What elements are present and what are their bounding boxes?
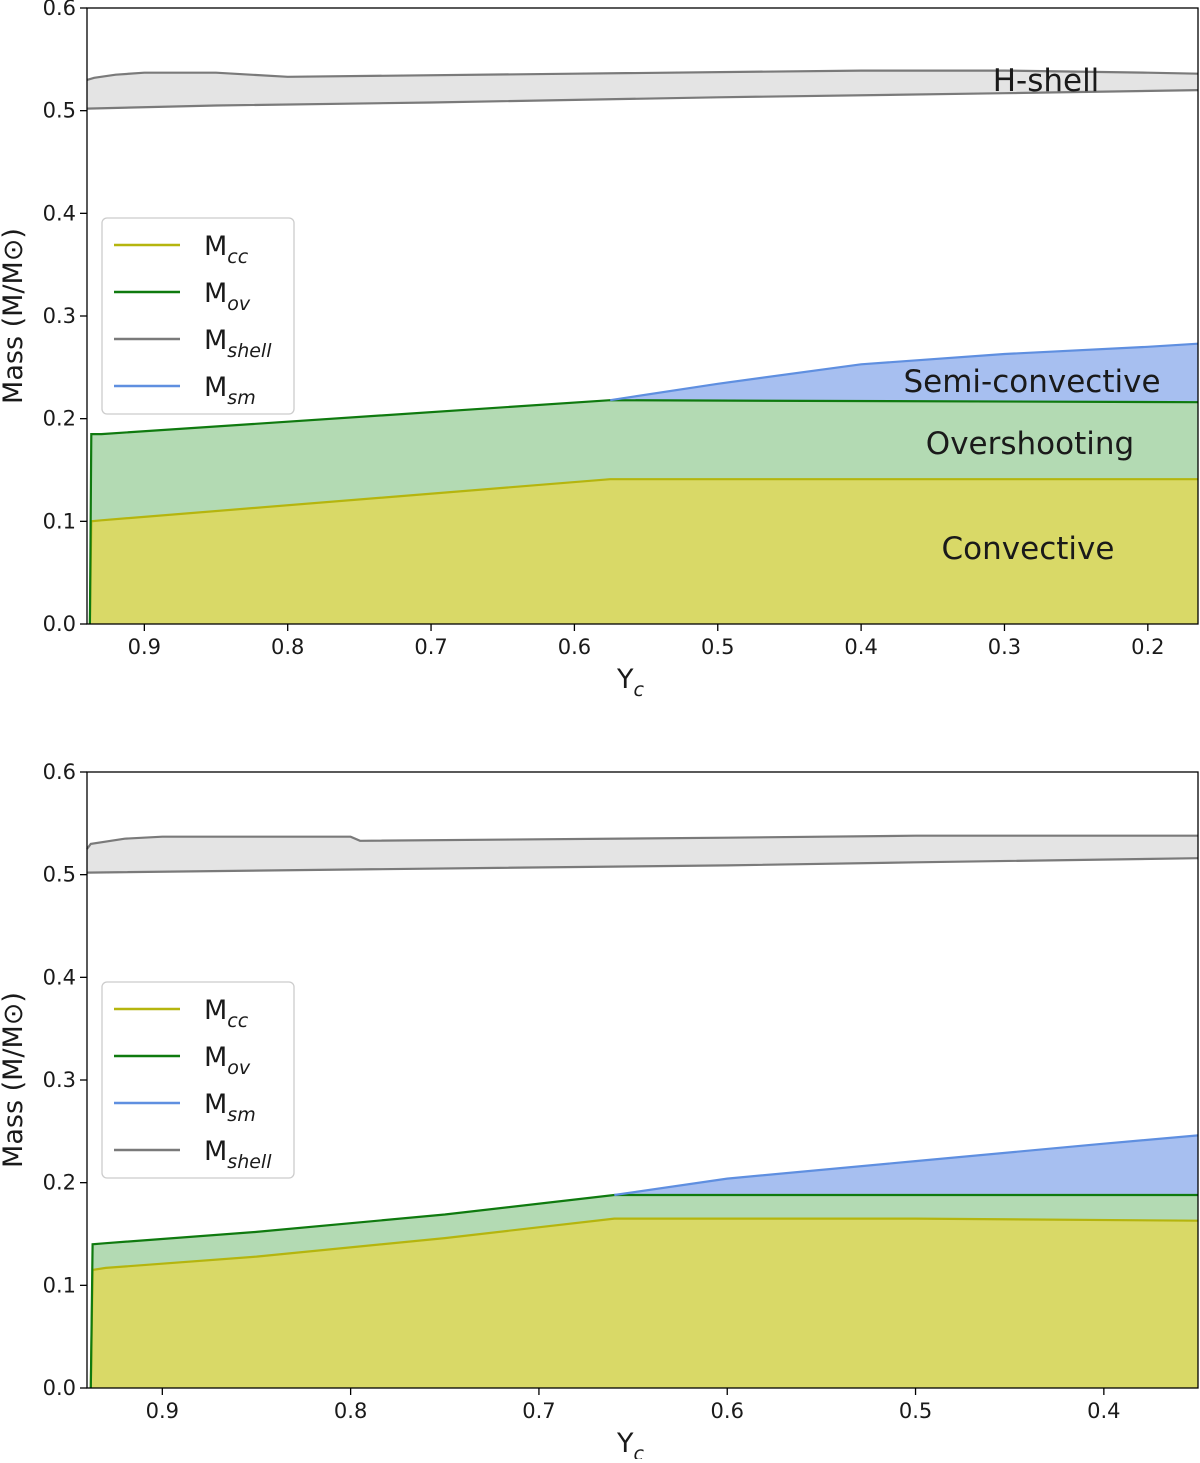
y-tick-label: 0.3: [43, 304, 76, 328]
x-tick-label: 0.5: [899, 1399, 932, 1423]
y-tick-label: 0.5: [43, 863, 76, 887]
x-tick-label: 0.7: [414, 635, 447, 659]
y-tick-label: 0.4: [43, 965, 76, 989]
x-tick-label: 0.8: [334, 1399, 367, 1423]
y-tick-label: 0.2: [43, 407, 76, 431]
legend-label-cc: Mcc: [204, 995, 249, 1032]
chart-panel-1: 0.9 0.8 0.7 0.6 0.5 0.4 0.3 0.2 0.0 0.1 0.2 0.3 0.4 0…: [0, 0, 1199, 701]
series-line-shell: [86, 69, 1199, 81]
y-tick-label: 0.4: [43, 201, 76, 225]
y-tick-label: 0.2: [43, 1171, 76, 1195]
fill-shell_top: [87, 835, 1198, 873]
y-axis-title: Mass (M/M⊙): [0, 228, 29, 404]
y-tick-label: 0.0: [43, 612, 76, 636]
y-tick-label: 0.6: [43, 0, 76, 20]
legend: Mcc Mov Mshell Msm: [101, 217, 295, 415]
fill-semi-convective: [610, 343, 1198, 403]
fill-h-shell: [87, 70, 1198, 109]
y-tick-label: 0.5: [43, 99, 76, 123]
legend-frame: [101, 981, 295, 1179]
x-tick-label: 0.9: [146, 1399, 179, 1423]
y-tick-label: 0.3: [43, 1068, 76, 1092]
fill-cc: [90, 1218, 1198, 1388]
fill-sm: [614, 1135, 1198, 1195]
legend-frame: [101, 217, 295, 415]
x-tick-label: 0.4: [844, 635, 877, 659]
x-tick-label: 0.5: [701, 635, 734, 659]
x-tick-label: 0.7: [522, 1399, 555, 1423]
region-label-convective: Convective: [942, 531, 1115, 567]
x-tick-label: 0.2: [1131, 635, 1164, 659]
series-line-cc: [89, 1217, 1199, 1389]
legend-label-shell: Mshell: [204, 1136, 272, 1173]
legend-label-sm: Msm: [204, 1089, 256, 1126]
chart-panel-2: 0.9 0.8 0.7 0.6 0.5 0.4 0.0 0.1 0.2 0.3 0.4 0.5 0.6 Y…: [0, 760, 1199, 1463]
x-tick-label: 0.6: [558, 635, 591, 659]
legend-label-shell: Mshell: [204, 325, 272, 362]
series-line-ov: [89, 1193, 1198, 1389]
series-line-shell: [86, 834, 1198, 850]
y-tick-label: 0.1: [43, 1273, 76, 1297]
legend-label-ov: Mov: [204, 278, 251, 315]
x-tick-label: 0.6: [711, 1399, 744, 1423]
series-line-sm: [610, 342, 1199, 402]
region-label-h-shell: H-shell: [993, 63, 1100, 99]
region-label-overshooting: Overshooting: [926, 426, 1134, 462]
fill-overshooting: [89, 400, 1198, 624]
x-tick-label: 0.3: [988, 635, 1021, 659]
x-axis-title: Yc: [616, 1428, 645, 1459]
x-axis-title: Yc: [616, 664, 645, 701]
region-label-semi-convective: Semi-convective: [903, 364, 1160, 400]
legend-label-ov: Mov: [204, 1042, 251, 1079]
y-tick-label: 0.0: [43, 1376, 76, 1400]
series-line-sm: [614, 1134, 1199, 1197]
fill-convective: [89, 479, 1198, 624]
x-tick-label: 0.4: [1087, 1399, 1120, 1423]
series-line-shell: [86, 89, 1199, 110]
x-tick-label: 0.8: [271, 635, 304, 659]
y-tick-label: 0.1: [43, 509, 76, 533]
legend: Mcc Mov Msm Mshell: [101, 981, 295, 1179]
series-line-ov: [88, 399, 1199, 625]
y-axis-title: Mass (M/M⊙): [0, 992, 29, 1168]
y-tick-label: 0.6: [43, 760, 76, 784]
fill-ov: [90, 1195, 1198, 1388]
legend-label-sm: Msm: [204, 372, 256, 409]
series-line-shell: [86, 857, 1199, 874]
x-tick-label: 0.9: [128, 635, 161, 659]
legend-label-cc: Mcc: [204, 231, 249, 268]
